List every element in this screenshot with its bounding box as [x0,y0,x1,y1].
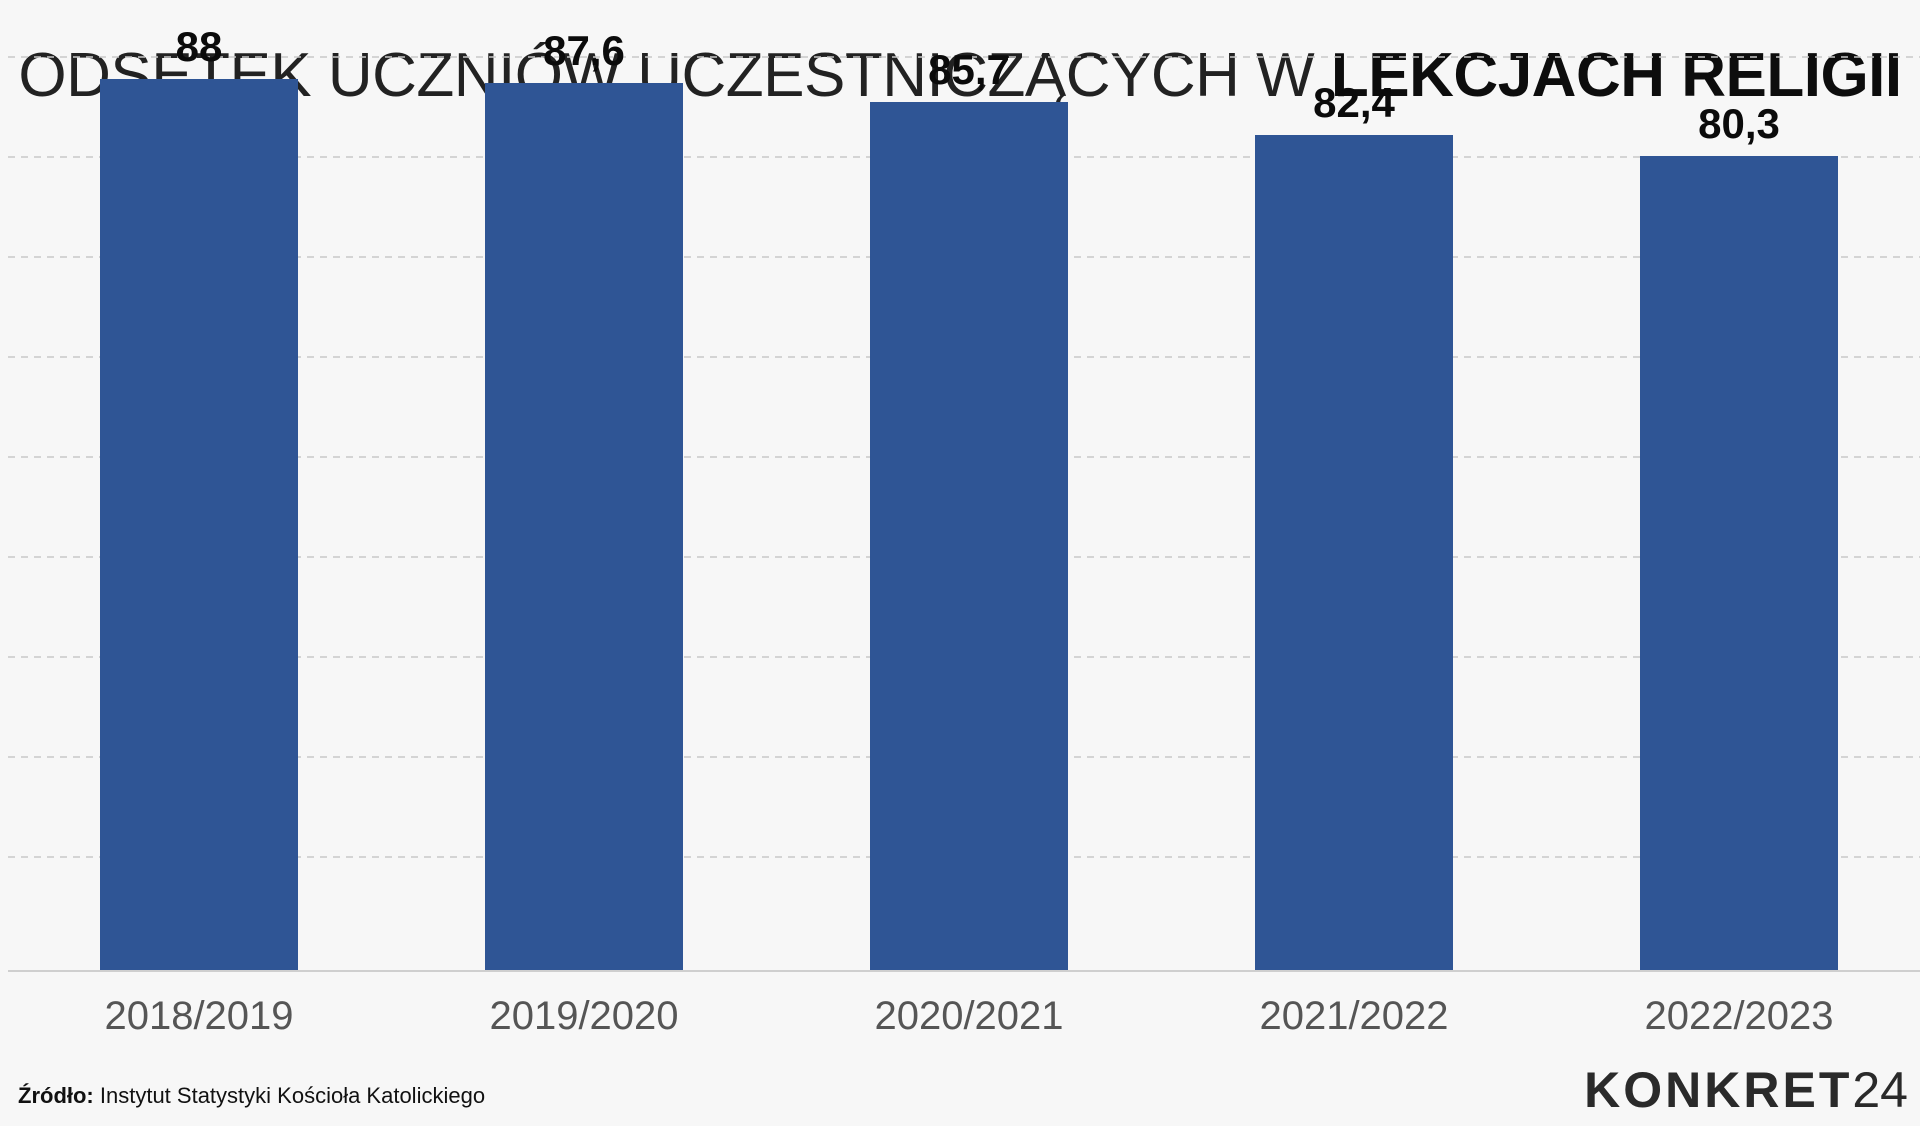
x-tick-label: 2020/2021 [874,994,1063,1038]
bar-2021-2022 [1255,135,1453,970]
bar-2022-2023 [1640,156,1838,970]
source-label: Źródło: [18,1083,94,1108]
chart-title-highlight: LEKCJACH RELIGII [1330,41,1902,110]
x-tick-labels: 2018/2019 2019/2020 2020/2021 2021/2022 2022… [104,994,1833,1038]
value-labels: 88 87,6 85,7 82,4 80,3 [176,23,1780,147]
bar-2020-2021 [870,102,1068,970]
x-tick-label: 2022/2023 [1644,994,1833,1038]
logo-number: 24 [1852,1062,1908,1118]
x-tick-label: 2018/2019 [104,994,293,1038]
x-tick-label: 2019/2020 [489,994,678,1038]
value-label: 80,3 [1698,100,1780,147]
logo-text: KONKRET [1584,1062,1853,1118]
bar-2019-2020 [485,83,683,970]
x-tick-label: 2021/2022 [1259,994,1448,1038]
konkret24-logo: KONKRET24 [1584,1062,1908,1118]
bar-2018-2019 [100,79,298,970]
value-label: 82,4 [1313,79,1395,126]
value-label: 85,7 [928,46,1010,93]
source-note: Źródło: Instytut Statystyki Kościoła Kat… [18,1083,485,1109]
value-label: 88 [176,23,223,70]
value-label: 87,6 [543,27,625,74]
source-text: Instytut Statystyki Kościoła Katolickieg… [93,1083,486,1108]
bars [100,79,1838,970]
